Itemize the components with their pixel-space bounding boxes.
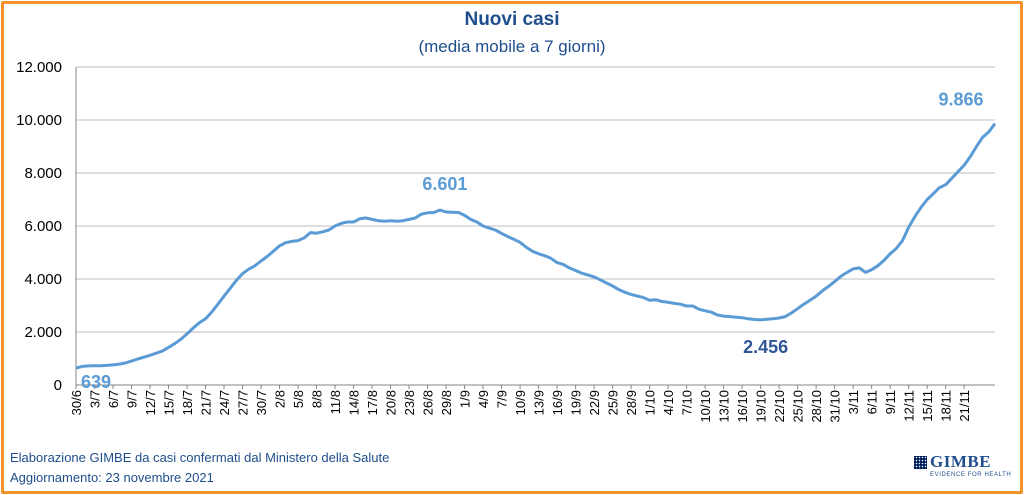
x-tick-label: 23/8: [402, 390, 417, 415]
x-tick-label: 2/8: [273, 390, 288, 408]
x-tick-label: 1/9: [458, 390, 473, 408]
x-axis: 30/6 3/7 6/7 9/7 12/7 15/7 18/7 21/7 24/7 27/7 30/…: [69, 384, 995, 423]
x-tick-label: 20/8: [384, 390, 399, 415]
x-tick-label: 12/11: [902, 390, 917, 422]
x-tick-label: 3/7: [88, 390, 103, 408]
grid-logo-icon: [914, 455, 927, 469]
x-tick-label: 31/10: [828, 390, 843, 423]
y-tick-label: 12.000: [16, 59, 62, 76]
data-label: 639: [81, 372, 111, 392]
x-tick-label: 16/10: [735, 390, 750, 423]
data-label: 6.601: [422, 174, 467, 194]
logo-tagline: EVIDENCE FOR HEALTH: [930, 472, 1012, 478]
x-tick-label: 21/7: [199, 390, 214, 415]
x-tick-label: 13/10: [717, 390, 732, 423]
x-tick-label: 10/9: [513, 390, 528, 415]
series-line: [75, 122, 997, 370]
x-tick-label: 28/9: [624, 390, 639, 415]
x-tick-label: 21/11: [957, 390, 972, 422]
x-tick-label: 9/11: [883, 390, 898, 414]
x-tick-label: 7/9: [495, 390, 510, 408]
footer-update: Aggiornamento: 23 novembre 2021: [10, 470, 214, 485]
x-tick-label: 13/9: [532, 390, 547, 415]
x-tick-label: 25/10: [791, 390, 806, 423]
x-tick-label: 29/8: [439, 390, 454, 415]
x-tick-label: 8/8: [310, 390, 325, 408]
x-tick-label: 5/8: [291, 390, 306, 408]
y-tick-label: 10.000: [16, 112, 62, 129]
x-tick-label: 15/7: [162, 390, 177, 415]
x-tick-label: 18/11: [939, 390, 954, 422]
y-tick-label: 0: [54, 377, 62, 394]
x-tick-label: 25/9: [606, 390, 621, 415]
x-tick-label: 6/11: [865, 390, 880, 414]
x-tick-label: 6/7: [106, 390, 121, 408]
gimbe-logo: GIMBE EVIDENCE FOR HEALTH: [914, 452, 1014, 478]
x-tick-label: 30/6: [69, 390, 84, 415]
x-tick-label: 26/8: [421, 390, 436, 415]
x-tick-label: 19/10: [754, 390, 769, 423]
x-tick-label: 19/9: [569, 390, 584, 415]
x-tick-label: 10/10: [698, 390, 713, 423]
data-label: 9.866: [938, 90, 983, 110]
gridlines: [76, 66, 995, 333]
x-tick-label: 15/11: [920, 390, 935, 422]
logo-brand: GIMBE: [930, 452, 992, 471]
x-tick-label: 4/10: [661, 390, 676, 415]
y-axis: 0 2.000 4.000 6.000 8.000 10.000 12.000: [16, 59, 77, 394]
footer-source: Elaborazione GIMBE da casi confermati da…: [10, 450, 390, 465]
x-tick-label: 9/7: [125, 390, 140, 408]
x-tick-label: 11/8: [328, 390, 343, 414]
y-tick-label: 8.000: [24, 165, 62, 182]
x-tick-label: 24/7: [217, 390, 232, 415]
x-tick-label: 17/8: [365, 390, 380, 415]
x-tick-label: 14/8: [347, 390, 362, 415]
x-tick-label: 22/10: [772, 390, 787, 423]
x-tick-label: 22/9: [587, 390, 602, 415]
x-tick-label: 3/11: [846, 390, 861, 414]
chart-title: Nuovi casi: [464, 9, 559, 30]
x-tick-label: 1/10: [643, 390, 658, 415]
x-tick-label: 16/9: [550, 390, 565, 415]
x-tick-label: 27/7: [236, 390, 251, 415]
y-tick-label: 2.000: [24, 324, 62, 341]
x-tick-label: 18/7: [180, 390, 195, 415]
data-annotations: 639 6.601 2.456 9.866: [81, 90, 984, 393]
data-label: 2.456: [743, 337, 788, 357]
chart-subtitle: (media mobile a 7 giorni): [418, 37, 605, 56]
y-tick-label: 6.000: [24, 218, 62, 235]
x-tick-label: 7/10: [680, 390, 695, 415]
x-tick-label: 12/7: [143, 390, 158, 415]
x-tick-label: 4/9: [476, 390, 491, 408]
x-tick-label: 30/7: [254, 390, 269, 415]
x-tick-label: 28/10: [809, 390, 824, 423]
y-tick-label: 4.000: [24, 271, 62, 288]
